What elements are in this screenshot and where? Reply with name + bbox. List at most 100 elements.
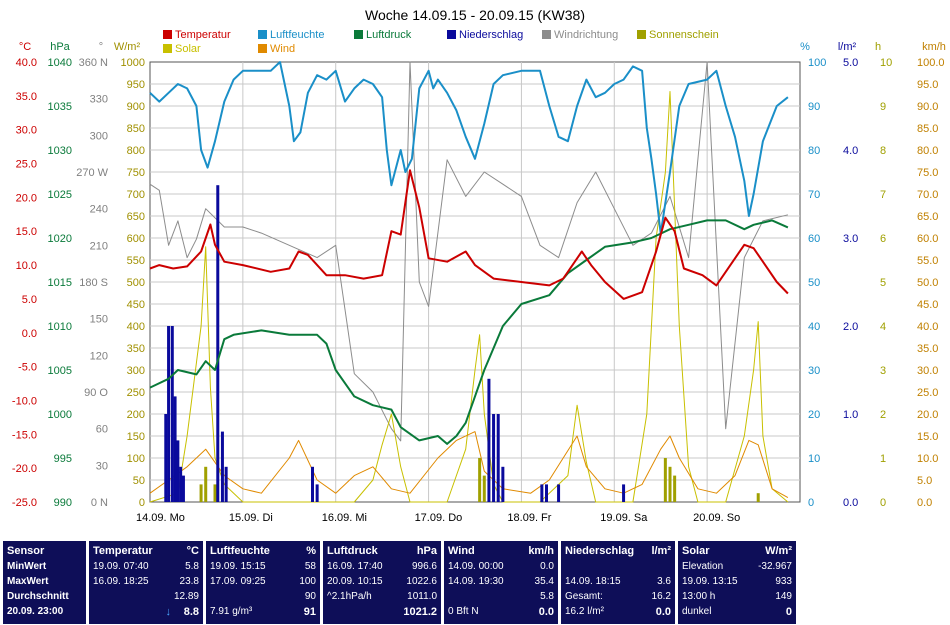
windspeed-tick-9: 55.0 <box>917 255 938 267</box>
humidity-tick-5: 50 <box>808 277 820 289</box>
windspeed-tick-13: 35.0 <box>917 343 938 355</box>
winddir-axis-unit: ° <box>99 41 103 53</box>
winddir-tick-5: 210 <box>90 240 108 252</box>
sunshine-tick-9: 1 <box>880 453 886 465</box>
solar-elevation-value: -32.967 <box>758 561 792 572</box>
luftdruck-current-value: 1021.2 <box>403 606 437 618</box>
pressure-tick-2: 1030 <box>48 145 72 157</box>
temp-tick-10: -10.0 <box>12 395 37 407</box>
niederschlag-bar-19 <box>622 484 626 502</box>
windspeed-tick-19: 5.0 <box>917 475 932 487</box>
solar-tick-11: 450 <box>127 299 145 311</box>
temp-axis-unit: °C <box>19 41 31 53</box>
wind-beaufort: 0 Bft N <box>448 606 479 617</box>
stats-wind: Wind km/h 14.09. 00:00 0.0 14.09. 19:30 35.… <box>444 541 558 624</box>
wind-line <box>149 431 789 499</box>
humidity-axis-unit: % <box>800 41 810 53</box>
temp-tick-11: -15.0 <box>12 429 37 441</box>
windspeed-tick-4: 80.0 <box>917 145 938 157</box>
x-label-0: 14.09. Mo <box>136 512 185 524</box>
sonnenschein-bar-3 <box>478 458 482 502</box>
solar-tick-19: 50 <box>133 475 145 487</box>
pressure-tick-5: 1015 <box>48 277 72 289</box>
niederschlag-total-label: Gesamt: <box>565 591 603 602</box>
solar-header: Solar <box>682 545 710 557</box>
windspeed-tick-15: 25.0 <box>917 387 938 399</box>
sonnenschein-bar-2 <box>213 484 217 502</box>
grid <box>149 61 801 503</box>
legend-swatch-7 <box>258 44 267 53</box>
luftdruck-min-value: 996.6 <box>411 561 437 572</box>
rain-tick-3: 2.0 <box>843 321 858 333</box>
windspeed-tick-8: 60.0 <box>917 233 938 245</box>
windspeed-tick-6: 70.0 <box>917 189 938 201</box>
winddir-tick-10: 60 <box>96 424 108 436</box>
niederschlag-bar-8 <box>220 431 224 502</box>
legend-swatch-1 <box>258 30 267 39</box>
stats-luftdruck: Luftdruck hPa 16.09. 17:40 996.6 20.09. 10… <box>323 541 441 624</box>
sonnenschein-bar-4 <box>482 475 486 502</box>
luftfeuchte-max-time: 17.09. 09:25 <box>210 576 266 587</box>
windspeed-tick-14: 30.0 <box>917 365 938 377</box>
legend-swatch-3 <box>447 30 456 39</box>
wind-current-value: 0.0 <box>538 606 554 618</box>
wind-min-value: 0.0 <box>540 561 554 572</box>
solar-current-value: 0 <box>785 606 792 618</box>
luftfeuchte-unit: % <box>306 545 316 557</box>
sensor-row-min: MinWert <box>7 561 47 572</box>
winddir-tick-0: 360 N <box>79 57 108 69</box>
sunshine-tick-3: 7 <box>880 189 886 201</box>
windspeed-tick-1: 95.0 <box>917 79 938 91</box>
solar-axis-unit: W/m² <box>114 41 141 53</box>
solar-tick-13: 350 <box>127 343 145 355</box>
rain-tick-0: 5.0 <box>843 57 858 69</box>
x-label-4: 18.09. Fr <box>507 512 551 524</box>
legend: Temperatur Luftfeuchte Luftdruck Niederschl… <box>163 29 719 55</box>
niederschlag-header: Niederschlag <box>565 545 635 557</box>
niederschlag-bar-18 <box>557 484 561 502</box>
solar-tick-10: 500 <box>127 277 145 289</box>
rain-tick-5: 0.0 <box>843 497 858 509</box>
chart-title: Woche 14.09.15 - 20.09.15 (KW38) <box>365 7 585 23</box>
windspeed-tick-20: 0.0 <box>917 497 932 509</box>
windspeed-tick-10: 50.0 <box>917 277 938 289</box>
niederschlag-bar-10 <box>311 466 314 502</box>
sonnenschein-bar-6 <box>668 466 672 502</box>
temp-tick-12: -20.0 <box>12 463 37 475</box>
sensor-row-avg: Durchschnitt <box>7 591 69 602</box>
x-axis-labels: 14.09. Mo 15.09. Di 16.09. Mi 17.09. Do 18.0… <box>136 512 740 524</box>
niederschlag-bar-3 <box>173 396 177 502</box>
wind-max-time: 14.09. 19:30 <box>448 576 504 587</box>
luftfeuchte-absolute: 7.91 g/m³ <box>210 606 253 617</box>
legend-swatch-0 <box>163 30 172 39</box>
sunshine-tick-4: 6 <box>880 233 886 245</box>
temp-tick-2: 30.0 <box>16 125 37 137</box>
niederschlag-bar-12 <box>487 378 491 502</box>
trend-down-icon: ↓ <box>165 606 172 618</box>
solar-state: dunkel <box>682 606 712 617</box>
solar-tick-2: 900 <box>127 101 145 113</box>
solar-unit: W/m² <box>765 545 792 557</box>
axes: °C40.035.030.025.020.015.010.05.00.0-5.0… <box>12 41 946 509</box>
humidity-tick-7: 30 <box>808 365 820 377</box>
winddir-tick-7: 150 <box>90 314 108 326</box>
winddir-tick-9: 90 O <box>84 387 108 399</box>
niederschlag-bar-16 <box>540 484 544 502</box>
wind-max-value: 35.4 <box>534 576 554 587</box>
temperatur-min-value: 5.8 <box>185 561 199 572</box>
sunshine-tick-10: 0 <box>880 497 886 509</box>
luftfeuchte-min-value: 58 <box>304 561 316 572</box>
temperatur-current-value: 8.8 <box>183 606 199 618</box>
temperatur-unit: °C <box>186 545 199 557</box>
niederschlag-bar-7 <box>216 185 220 502</box>
windspeed-tick-0: 100.0 <box>917 57 945 69</box>
temp-tick-4: 20.0 <box>16 192 37 204</box>
solar-tick-20: 0 <box>139 497 145 509</box>
solar-tick-14: 300 <box>127 365 145 377</box>
stats-luftfeuchte: Luftfeuchte% 19.09. 15:15 58 17.09. 09:25… <box>206 541 320 624</box>
niederschlag-sum: 16.2 l/m² <box>565 606 604 617</box>
niederschlag-bar-1 <box>167 326 171 502</box>
temperatur-max-time: 16.09. 18:25 <box>93 576 149 587</box>
pressure-tick-3: 1025 <box>48 189 72 201</box>
winddir-tick-11: 30 <box>96 460 108 472</box>
